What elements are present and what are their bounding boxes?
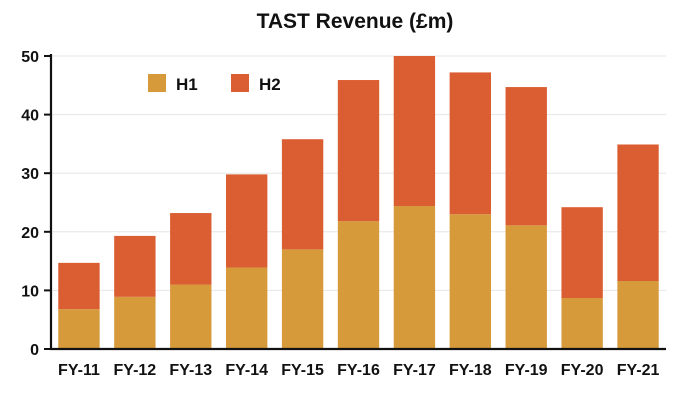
bar-h1-fy-20 <box>561 298 603 349</box>
x-tick-label: FY-16 <box>337 362 380 379</box>
y-tick-label: 20 <box>21 225 39 242</box>
x-tick-label: FY-21 <box>617 362 660 379</box>
x-tick-label: FY-20 <box>561 362 604 379</box>
bars <box>58 56 659 349</box>
bar-h1-fy-11 <box>58 309 100 349</box>
x-tick-label: FY-11 <box>58 362 100 379</box>
x-tick-label: FY-13 <box>169 362 212 379</box>
y-tick-label: 50 <box>21 49 39 66</box>
bar-h2-fy-13 <box>170 213 212 285</box>
bar-h1-fy-15 <box>281 249 324 349</box>
bar-h1-fy-12 <box>114 296 156 349</box>
x-tick-label: FY-17 <box>393 362 436 379</box>
bar-h1-fy-19 <box>505 225 547 349</box>
y-tick-label: 40 <box>21 108 39 125</box>
x-tick-label: FY-15 <box>281 362 324 379</box>
bar-h2-fy-14 <box>225 174 268 268</box>
x-tick-label: FY-12 <box>114 362 157 379</box>
bar-h2-fy-18 <box>449 72 492 215</box>
legend-label-h1: H1 <box>176 75 198 94</box>
x-tick-label: FY-19 <box>505 362 548 379</box>
bar-h2-fy-17 <box>393 56 436 207</box>
bar-h1-fy-16 <box>337 221 380 349</box>
legend-swatch-h1 <box>148 74 166 92</box>
bar-h2-fy-19 <box>505 87 547 226</box>
y-tick-label: 30 <box>21 166 39 183</box>
bar-h1-fy-17 <box>393 206 436 349</box>
axes: 0 10 20 30 40 50 FY-11 FY-12 FY-13 FY-14 FY-15 FY-1… <box>21 49 666 379</box>
bar-h2-fy-20 <box>561 207 603 299</box>
legend-swatch-h2 <box>231 74 249 92</box>
x-tick-label: FY-18 <box>449 362 492 379</box>
bar-h1-fy-13 <box>170 284 212 349</box>
y-tick-label: 10 <box>21 283 39 300</box>
legend-label-h2: H2 <box>259 75 281 94</box>
bar-h2-fy-11 <box>58 262 100 310</box>
bar-h2-fy-16 <box>337 80 380 222</box>
bar-h1-fy-21 <box>617 281 659 349</box>
x-tick-label: FY-14 <box>225 362 268 379</box>
chart-title: TAST Revenue (£m) <box>257 10 454 33</box>
legend: H1 H2 <box>148 74 281 94</box>
bar-h2-fy-12 <box>114 235 156 297</box>
bar-h1-fy-18 <box>449 214 492 349</box>
bar-h2-fy-21 <box>617 144 659 282</box>
bar-h2-fy-15 <box>281 139 324 250</box>
y-tick-label: 0 <box>30 342 39 359</box>
bar-h1-fy-14 <box>225 267 268 349</box>
